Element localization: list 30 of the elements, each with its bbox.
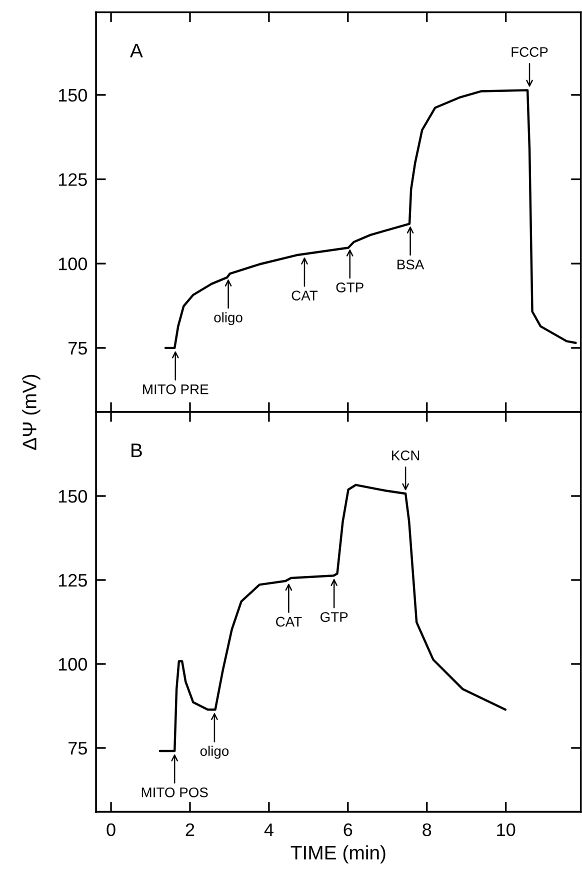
x-tick-label: 10 [497, 823, 516, 836]
annotation: FCCP [512, 47, 548, 57]
y-tick-label: 100 [58, 258, 87, 270]
x-tick-label: 0 [106, 823, 116, 836]
annotation: MITO POS [142, 787, 208, 798]
annotation: oligo [200, 746, 229, 759]
x-tick-label: 4 [264, 824, 274, 836]
y-tick-label: 100 [58, 658, 87, 671]
y-axis-title: ΔΨ (mV) [22, 374, 40, 450]
line-series [164, 89, 577, 350]
annotation: A [130, 44, 143, 58]
annotation: oligo [214, 312, 242, 326]
annotation: BSA [398, 260, 424, 270]
annotation: B [132, 444, 142, 458]
annotation: CAT [276, 616, 302, 627]
y-tick-label: 75 [68, 742, 87, 755]
y-tick-label: 125 [58, 574, 87, 587]
x-axis-title: TIME (min) [290, 845, 386, 864]
y-tick-label: 75 [68, 342, 87, 355]
x-tick-label: 8 [422, 823, 432, 836]
annotation: KCN [392, 450, 420, 460]
annotation: GTP [320, 612, 348, 622]
x-tick-label: 6 [344, 823, 352, 836]
y-tick-label: 125 [58, 173, 87, 186]
annotation: GTP [336, 282, 364, 292]
x-tick-label: 2 [186, 823, 194, 836]
annotation: CAT [292, 290, 318, 300]
y-tick-label: 150 [58, 490, 87, 503]
annotation: MITO PRE [143, 384, 208, 394]
y-tick-label: 150 [58, 88, 87, 102]
